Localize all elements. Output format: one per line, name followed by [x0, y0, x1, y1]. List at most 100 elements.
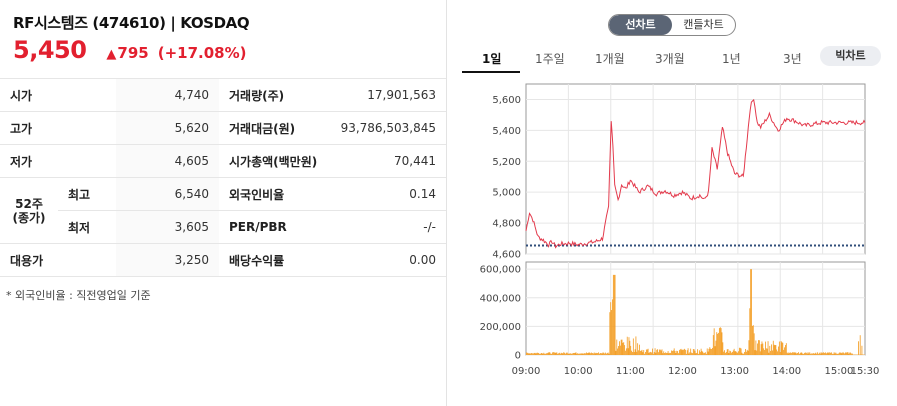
- volume-bar: [549, 352, 551, 355]
- volume-bar: [613, 274, 615, 355]
- volume-bar: [712, 335, 714, 355]
- volume-bar: [550, 353, 552, 355]
- volume-bar: [710, 348, 712, 355]
- low-value: 4,605: [116, 144, 219, 178]
- volume-bar: [715, 340, 717, 355]
- volume-bar: [781, 342, 783, 355]
- volume-bar: [631, 350, 632, 355]
- volume-bar: [708, 348, 710, 355]
- volume-bar: [716, 332, 718, 355]
- volume-bar: [568, 353, 570, 355]
- volume-bar: [758, 340, 759, 355]
- volume-bar: [590, 353, 592, 355]
- tab-1month[interactable]: 1개월: [595, 52, 625, 66]
- volume-bar: [768, 352, 770, 355]
- volume-bar: [819, 353, 821, 355]
- volume-label: 거래량(주): [219, 78, 326, 112]
- volume-bar: [772, 340, 774, 355]
- volume-bar: [821, 353, 823, 355]
- volume-bar: [861, 345, 863, 355]
- volume-bar: [718, 332, 719, 355]
- volume-bar: [796, 353, 798, 355]
- volume-bar: [704, 352, 705, 355]
- volume-bar: [656, 349, 658, 355]
- volume-bar: [570, 353, 572, 355]
- volume-bar: [709, 347, 711, 355]
- tab-1day[interactable]: 1일: [482, 52, 502, 66]
- volume-bar: [665, 352, 666, 355]
- volume-bar: [623, 342, 625, 355]
- volume-bar: [612, 299, 613, 355]
- volume-bar: [686, 350, 688, 355]
- volume-bar: [621, 339, 623, 355]
- volume-bar: [534, 352, 536, 355]
- volume-bar: [774, 345, 776, 355]
- volume-bar: [642, 352, 644, 355]
- volume-bar: [750, 269, 752, 355]
- volume-bar: [638, 350, 639, 355]
- volume-bar: [647, 348, 649, 355]
- volume-bar: [696, 352, 698, 355]
- volume-bar: [639, 344, 640, 355]
- volume-bar: [654, 348, 656, 355]
- volume-bar: [759, 351, 761, 355]
- volume-bar: [808, 353, 810, 355]
- x-tick-label: 10:00: [564, 366, 593, 377]
- line-chart-button[interactable]: 선차트: [609, 15, 672, 35]
- volume-bar: [728, 352, 730, 355]
- volume-bar: [533, 352, 535, 355]
- price-y-tick-label: 4,800: [492, 219, 521, 230]
- volume-bar: [601, 353, 603, 355]
- volume-bar: [578, 353, 579, 355]
- volume-bar: [537, 352, 539, 355]
- volume-bar: [843, 352, 845, 355]
- volume-bar: [552, 352, 553, 355]
- volume-bar: [644, 353, 646, 355]
- volume-bar: [737, 352, 739, 355]
- volume-bar: [727, 349, 729, 355]
- volume-bar: [790, 352, 792, 355]
- volume-bar: [618, 346, 619, 355]
- volume-bar: [730, 351, 732, 355]
- tab-3month[interactable]: 3개월: [655, 52, 685, 66]
- volume-bar: [608, 353, 610, 355]
- volume-bar: [807, 352, 809, 355]
- period-tabs: 1일 1주일 1개월 3개월 1년 3년 빅차트: [462, 46, 887, 73]
- volume-bar: [748, 340, 750, 355]
- tab-1year[interactable]: 1년: [722, 52, 741, 66]
- candle-chart-button[interactable]: 캔들차트: [683, 18, 724, 31]
- volume-bar: [539, 353, 541, 355]
- volume-bar: [643, 350, 645, 355]
- volume-bar: [850, 352, 852, 355]
- volume-bar: [652, 353, 654, 355]
- amount-value: 93,786,503,845: [326, 111, 446, 145]
- volume-bar: [816, 353, 818, 355]
- volume-bar: [619, 341, 620, 355]
- volume-bar: [591, 352, 592, 355]
- volume-bar: [668, 353, 670, 355]
- tab-1week[interactable]: 1주일: [535, 52, 565, 66]
- volume-bar: [588, 352, 590, 355]
- volume-bar: [555, 352, 557, 355]
- volume-bar: [814, 353, 816, 355]
- price-y-tick-label: 5,200: [492, 157, 521, 168]
- volume-bar: [776, 349, 778, 355]
- x-tick-label: 13:00: [720, 366, 749, 377]
- tab-3year[interactable]: 3년: [783, 52, 802, 66]
- volume-bar: [833, 352, 835, 355]
- volume-bar: [528, 353, 530, 355]
- volume-bar: [702, 351, 704, 355]
- volume-bar: [626, 336, 628, 355]
- high-label: 고가: [0, 111, 116, 145]
- volume-bar: [562, 353, 564, 355]
- volume-bar: [634, 349, 636, 355]
- volume-bar: [561, 353, 563, 355]
- volume-bar: [713, 328, 715, 355]
- volume-bar: [838, 353, 839, 355]
- volume-bar: [752, 325, 754, 355]
- table-row: 고가 5,620 거래대금(원) 93,786,503,845: [0, 111, 446, 145]
- volume-bar: [700, 348, 702, 355]
- volume-bar: [530, 353, 532, 355]
- big-chart-button[interactable]: 빅차트: [820, 46, 881, 66]
- volume-bar: [628, 337, 630, 355]
